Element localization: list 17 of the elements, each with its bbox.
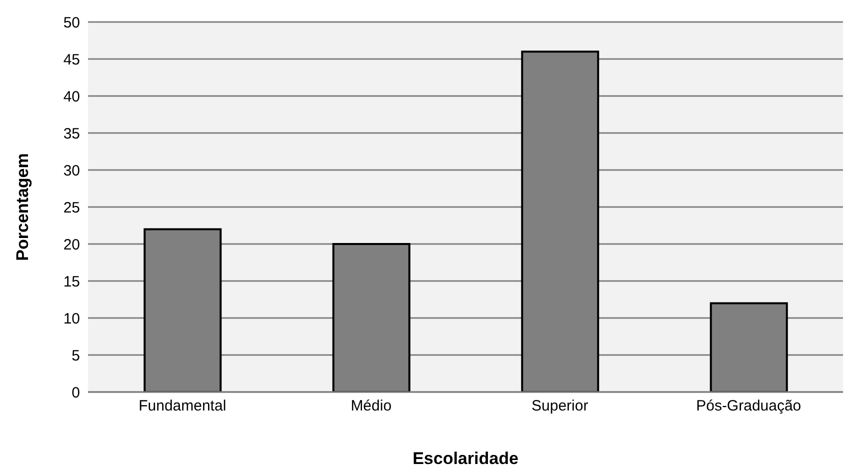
x-tick-label: Médio [350,398,392,415]
x-axis-title: Escolaridade [412,449,518,466]
y-tick-label: 45 [63,51,80,68]
x-tick-label: Pós-Graduação [696,398,802,415]
y-tick-label: 50 [63,14,80,32]
y-tick-label: 20 [63,236,80,254]
y-tick-label: 0 [72,384,80,402]
x-tick-label: Fundamental [138,398,226,415]
y-tick-label: 35 [63,125,80,142]
y-tick-label: 5 [72,347,80,364]
x-tick-label: Superior [532,398,588,415]
y-tick-label: 15 [63,273,80,290]
y-tick-label: 40 [63,88,80,106]
y-tick-label: 25 [63,199,80,216]
y-axis-title: Porcentagem [13,153,32,261]
y-tick-label: 30 [63,162,80,180]
y-tick-label: 10 [63,310,80,328]
